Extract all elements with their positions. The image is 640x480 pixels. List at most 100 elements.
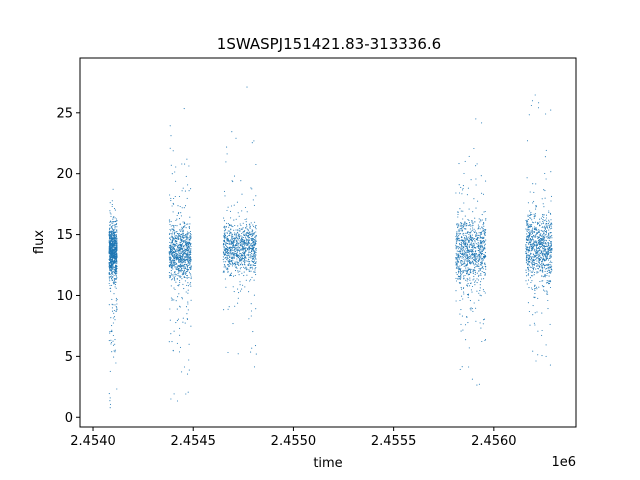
data-point xyxy=(481,240,483,242)
data-point xyxy=(461,272,463,274)
data-point xyxy=(169,308,171,310)
data-point xyxy=(528,259,530,261)
data-point xyxy=(181,258,183,260)
data-point xyxy=(541,244,543,247)
data-point xyxy=(548,282,551,285)
data-point xyxy=(549,266,551,268)
data-point xyxy=(114,244,116,246)
data-point xyxy=(184,250,186,252)
data-point xyxy=(461,366,463,368)
data-point xyxy=(532,237,534,239)
data-point xyxy=(255,254,257,256)
data-point xyxy=(185,244,187,246)
data-point xyxy=(529,214,531,217)
data-point xyxy=(169,277,171,279)
data-point xyxy=(115,362,117,364)
data-point xyxy=(183,366,186,368)
data-point xyxy=(551,237,553,239)
data-point xyxy=(183,250,185,252)
data-point xyxy=(184,261,186,263)
data-point xyxy=(170,333,172,335)
data-point xyxy=(231,225,233,227)
data-point xyxy=(188,369,190,371)
data-point xyxy=(244,243,246,245)
data-point xyxy=(224,195,226,197)
data-point xyxy=(470,179,472,181)
data-point xyxy=(534,288,536,290)
data-point xyxy=(177,257,179,259)
data-point xyxy=(238,255,240,257)
data-point xyxy=(174,261,176,263)
data-point xyxy=(529,260,531,262)
data-point xyxy=(542,247,544,249)
data-point xyxy=(550,280,552,282)
data-point xyxy=(250,248,253,250)
data-point xyxy=(541,226,543,229)
data-point xyxy=(532,253,534,255)
data-point xyxy=(542,230,544,232)
data-point xyxy=(550,241,553,243)
data-point xyxy=(230,260,232,262)
data-point xyxy=(174,244,176,246)
data-point xyxy=(181,243,183,246)
data-points xyxy=(108,86,553,409)
data-point xyxy=(544,255,546,257)
data-point xyxy=(546,255,548,257)
data-point xyxy=(226,253,228,255)
data-point xyxy=(112,253,114,255)
data-point xyxy=(481,251,483,253)
data-point xyxy=(115,250,117,252)
data-point xyxy=(182,255,184,257)
data-point xyxy=(225,244,227,247)
data-point xyxy=(481,245,483,247)
data-point xyxy=(185,252,187,254)
data-point xyxy=(180,236,182,238)
data-point xyxy=(252,331,254,333)
data-point xyxy=(185,246,187,248)
data-point xyxy=(474,240,476,242)
data-point xyxy=(543,227,545,229)
data-point xyxy=(109,234,111,236)
data-point xyxy=(233,232,236,234)
data-point xyxy=(545,214,548,216)
data-point xyxy=(112,266,114,268)
data-point xyxy=(473,302,475,304)
data-point xyxy=(477,200,479,202)
data-point xyxy=(456,234,458,237)
data-point xyxy=(525,236,528,238)
data-point xyxy=(545,230,547,233)
data-point xyxy=(236,240,238,242)
data-point xyxy=(185,241,187,243)
data-point xyxy=(169,125,171,127)
data-point xyxy=(181,261,183,263)
data-point xyxy=(548,221,550,223)
data-point xyxy=(525,252,528,254)
data-point xyxy=(111,254,113,257)
data-point xyxy=(529,230,531,232)
data-point xyxy=(109,212,111,214)
plot-frame xyxy=(79,57,577,428)
data-point xyxy=(184,163,186,165)
data-point xyxy=(179,265,181,267)
data-point xyxy=(179,266,181,268)
data-point xyxy=(175,256,177,259)
data-point xyxy=(533,222,535,224)
data-point xyxy=(480,274,482,277)
data-point xyxy=(466,247,468,249)
data-point xyxy=(460,309,462,311)
data-point xyxy=(475,247,477,249)
data-point xyxy=(547,293,549,295)
data-point xyxy=(113,261,115,263)
data-point xyxy=(473,247,475,249)
data-point xyxy=(241,239,243,241)
data-point xyxy=(246,249,249,251)
data-point xyxy=(246,260,248,262)
data-point xyxy=(176,267,178,269)
data-point xyxy=(224,250,226,252)
data-point xyxy=(236,242,238,244)
data-point xyxy=(480,220,482,222)
data-point xyxy=(472,237,474,240)
data-point xyxy=(543,240,545,242)
data-point xyxy=(187,289,189,291)
data-point xyxy=(252,224,254,226)
